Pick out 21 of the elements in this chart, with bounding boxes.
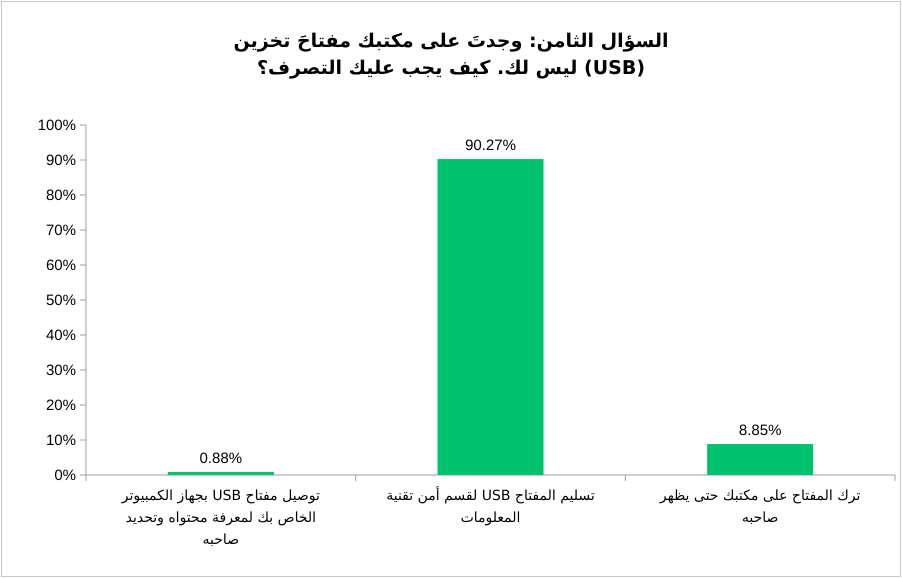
y-tick-label: 80%: [46, 187, 76, 204]
bar: [707, 444, 814, 475]
x-tick-label: توصيل مفتاح USB بجهاز الكمبيوتر الخاص بك لمعرفة محتواه وتحديد صاحبه: [120, 487, 321, 550]
y-tick-label: 50%: [46, 292, 76, 309]
x-tick-label: تسليم المفتاح USB لقسم أمن تقنية المعلومات: [386, 485, 596, 528]
data-label: 8.85%: [738, 422, 782, 440]
y-tick-label: 100%: [38, 117, 76, 134]
x-tick-label: ترك المفتاح على مكتبك حتى يظهر صاحبه: [658, 487, 862, 528]
chart-title: السؤال الثامن: وجدتَ على مكتبك مفتاحَ تخزين (USB) ليس لك. كيف يجب عليك التصرف؟: [232, 29, 670, 81]
y-tick-label: 40%: [46, 327, 76, 344]
data-label: 90.27%: [465, 137, 516, 154]
y-tick-label: 20%: [46, 397, 76, 414]
y-tick-label: 70%: [46, 222, 76, 239]
y-tick-label: 10%: [46, 432, 76, 449]
bar: [438, 159, 544, 475]
y-tick-label: 0%: [54, 467, 76, 484]
data-label: 0.88%: [200, 450, 242, 467]
y-tick-label: 60%: [46, 257, 76, 274]
bar: [168, 472, 274, 475]
y-tick-label: 30%: [46, 362, 76, 379]
y-tick-label: 90%: [46, 152, 76, 169]
